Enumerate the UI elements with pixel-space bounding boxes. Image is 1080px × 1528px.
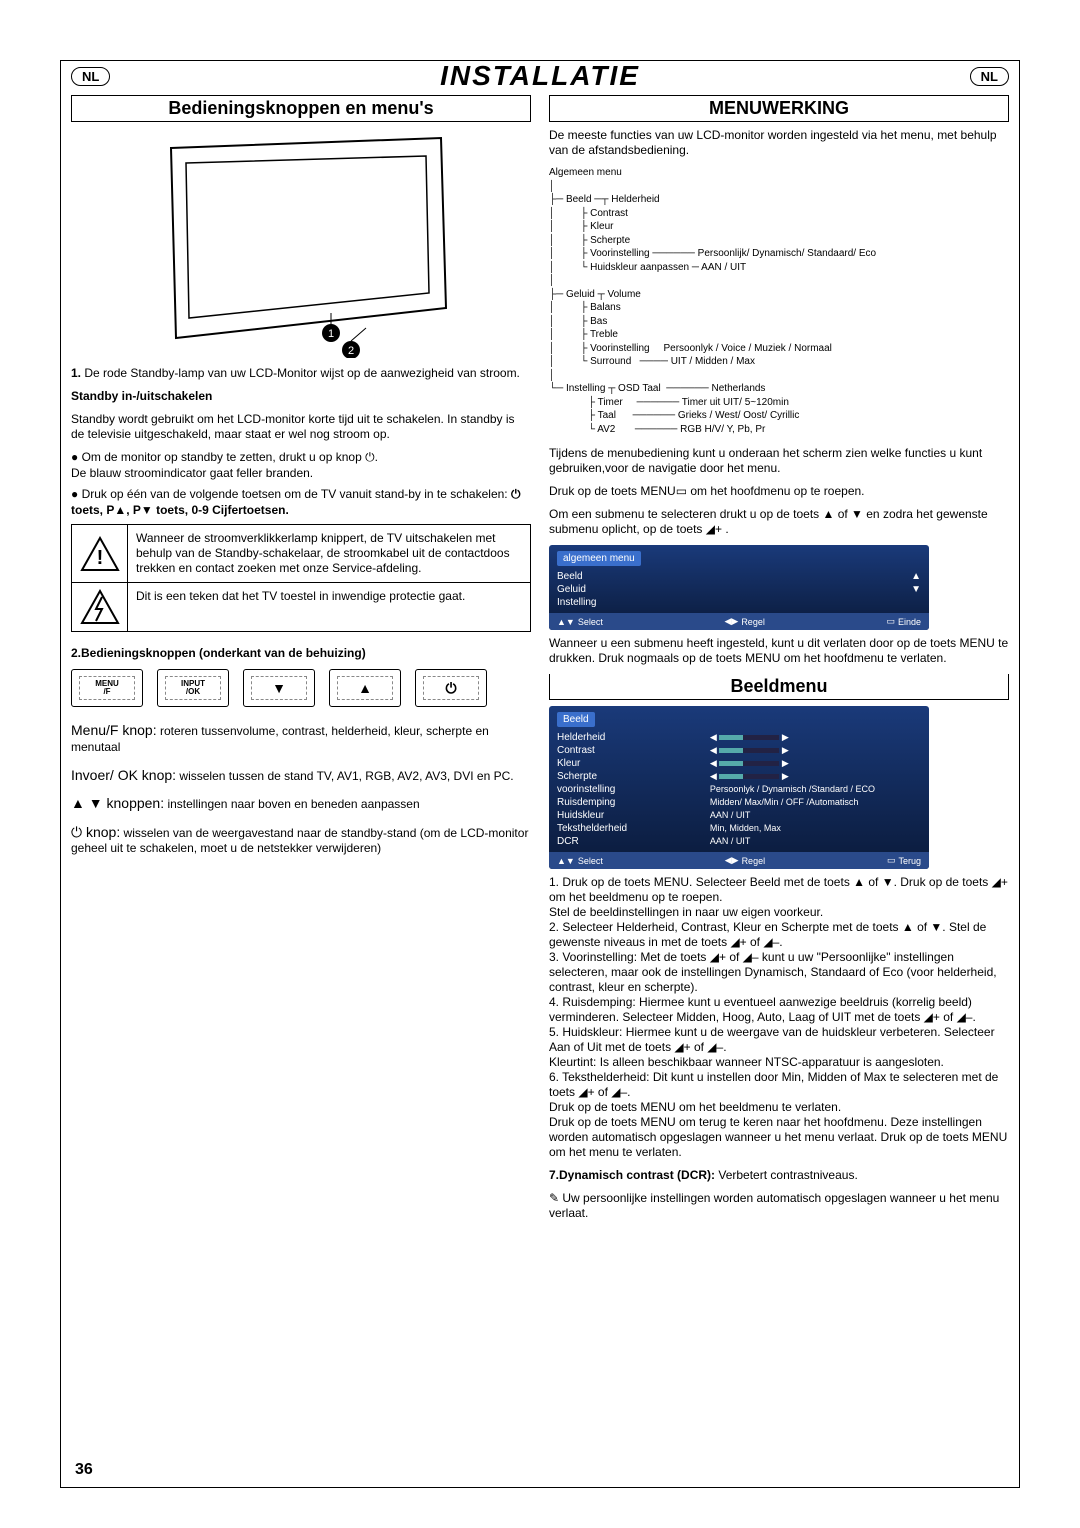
- input-button[interactable]: INPUT /OK: [157, 669, 229, 707]
- para-dcr: 7.Dynamisch contrast (DCR): Verbetert co…: [549, 1168, 1009, 1183]
- warning-text-1: Wanneer de stroomverklikkerlamp knippert…: [128, 525, 530, 582]
- page-frame: NL INSTALLATIE NL Bedieningsknoppen en m…: [60, 60, 1020, 1488]
- heading-controls: 2.Bedieningsknoppen (onderkant van de be…: [71, 646, 531, 661]
- section-heading: Bedieningsknoppen en menu's: [71, 95, 531, 122]
- right-column: MENUWERKING De meeste functies van uw LC…: [549, 95, 1009, 1229]
- osd-hint: ▲▼ Select: [557, 616, 603, 627]
- osd-hint: ▭ Terug: [887, 855, 921, 866]
- lang-badge-left: NL: [71, 67, 110, 86]
- desc-updown-knop: ▲ ▼ knoppen: instellingen naar boven en …: [71, 794, 531, 813]
- osd-row-label: Huidskleur: [557, 810, 703, 821]
- para-press-menu: Druk op de toets MENU▭ om het hoofdmenu …: [549, 484, 1009, 499]
- osd-row-value: ◀ ▶: [710, 758, 921, 769]
- osd-row-label: Kleur: [557, 758, 703, 769]
- desc-invoer-knop: Invoer/ OK knop: wisselen tussen de stan…: [71, 766, 531, 785]
- para-submenu: Om een submenu te selecteren drukt u op …: [549, 507, 1009, 537]
- chevron-icon: ▼: [911, 584, 921, 595]
- up-button[interactable]: ▲: [329, 669, 401, 707]
- osd-row-label: Ruisdemping: [557, 797, 703, 808]
- osd-row: Contrast ◀ ▶: [557, 744, 921, 757]
- menu-tree: Algemeen menu │ ├─ Beeld ─┬ Helderheid │…: [549, 166, 1009, 436]
- osd-hint: ◀▶ Regel: [725, 855, 765, 866]
- osd-item: Instelling: [557, 597, 596, 608]
- tv-illustration: 1 2: [151, 128, 451, 358]
- osd-row: Ruisdemping Midden/ Max/Min / OFF /Automa…: [557, 796, 921, 809]
- chevron-icon: ▲: [911, 571, 921, 582]
- svg-text:!: !: [96, 547, 103, 569]
- menu-button[interactable]: MENU /F: [71, 669, 143, 707]
- osd-hint: ▭ Einde: [886, 616, 921, 627]
- section-heading-menuwerking: MENUWERKING: [549, 95, 1009, 122]
- osd-item: Geluid: [557, 584, 586, 595]
- osd-title: algemeen menu: [557, 551, 641, 566]
- para-during: Tijdens de menubediening kunt u onderaan…: [549, 446, 1009, 476]
- osd-row: Scherpte ◀ ▶: [557, 770, 921, 783]
- header: NL INSTALLATIE NL: [61, 61, 1019, 91]
- heading-standby: Standby in-/uitschakelen: [71, 389, 531, 404]
- lang-badge-right: NL: [970, 67, 1009, 86]
- para-after-osd: Wanneer u een submenu heeft ingesteld, k…: [549, 636, 1009, 666]
- osd-row-label: Helderheid: [557, 732, 703, 743]
- osd-hint: ▲▼ Select: [557, 855, 603, 866]
- bullet-standby-off: ● Druk op één van de volgende toetsen om…: [71, 487, 531, 518]
- osd-title: Beeld: [557, 712, 595, 727]
- bullet-standby-on: ● Om de monitor op standby te zetten, dr…: [71, 450, 531, 481]
- osd-row-value: Min, Midden, Max: [710, 823, 921, 834]
- page-number: 36: [75, 1461, 93, 1479]
- osd-row-label: DCR: [557, 836, 703, 847]
- osd-row-value: AAN / UIT: [710, 836, 921, 847]
- osd-hint: ◀▶ Regel: [724, 616, 764, 627]
- warning-text-2: Dit is een teken dat het TV toestel in i…: [128, 583, 530, 631]
- osd-row-label: voorinstelling: [557, 784, 703, 795]
- osd-row: voorinstelling Persoonlyk / Dynamisch /St…: [557, 783, 921, 796]
- osd-row-label: Teksthelderheid: [557, 823, 703, 834]
- shock-icon: [72, 583, 128, 631]
- para-autosave-note: ✎ Uw persoonlijke instellingen worden au…: [549, 1191, 1009, 1221]
- desc-menu-knop: Menu/F knop: roteren tussenvolume, contr…: [71, 721, 531, 755]
- osd-row: DCR AAN / UIT: [557, 835, 921, 848]
- osd-row-label: Scherpte: [557, 771, 703, 782]
- osd-main-menu: algemeen menu Beeld▲ Geluid▼ Instelling …: [549, 545, 929, 630]
- osd-beeld-menu: Beeld Helderheid◀ ▶Contrast◀ ▶Kleur◀ ▶Sc…: [549, 706, 929, 869]
- para-beeld-steps: 1. Druk op de toets MENU. Selecteer Beel…: [549, 875, 1009, 1160]
- down-button[interactable]: ▼: [243, 669, 315, 707]
- para-intro: De meeste functies van uw LCD-monitor wo…: [549, 128, 1009, 158]
- osd-row-label: Contrast: [557, 745, 703, 756]
- warning-box: ! Wanneer de stroomverklikkerlamp knippe…: [71, 524, 531, 632]
- desc-power-knop: ⏻ knop: wisselen van de weergavestand na…: [71, 823, 531, 857]
- osd-row-value: Midden/ Max/Min / OFF /Automatisch: [710, 797, 921, 808]
- osd-row: Huidskleur AAN / UIT: [557, 809, 921, 822]
- para-standby-desc: Standby wordt gebruikt om het LCD-monito…: [71, 412, 531, 442]
- osd-item: Beeld: [557, 571, 583, 582]
- osd-row: Kleur ◀ ▶: [557, 757, 921, 770]
- section-heading-beeldmenu: Beeldmenu: [549, 674, 1009, 700]
- svg-text:2: 2: [348, 345, 354, 357]
- control-buttons-row: MENU /F INPUT /OK ▼ ▲ ⏻: [71, 669, 531, 707]
- osd-row: Helderheid ◀ ▶: [557, 731, 921, 744]
- osd-row-value: ◀ ▶: [710, 732, 921, 743]
- power-button[interactable]: ⏻: [415, 669, 487, 707]
- svg-text:1: 1: [328, 328, 334, 340]
- osd-row-value: ◀ ▶: [710, 771, 921, 782]
- osd-row-value: ◀ ▶: [710, 745, 921, 756]
- osd-row: Teksthelderheid Min, Midden, Max: [557, 822, 921, 835]
- para-standby-lamp: 1. De rode Standby-lamp van uw LCD-Monit…: [71, 366, 531, 381]
- osd-row-value: AAN / UIT: [710, 810, 921, 821]
- osd-row-value: Persoonlyk / Dynamisch /Standard / ECO: [710, 784, 921, 795]
- page-title: INSTALLATIE: [110, 60, 969, 92]
- left-column: Bedieningsknoppen en menu's 1 2 1. De ro…: [71, 95, 531, 1229]
- warning-icon: !: [72, 525, 128, 582]
